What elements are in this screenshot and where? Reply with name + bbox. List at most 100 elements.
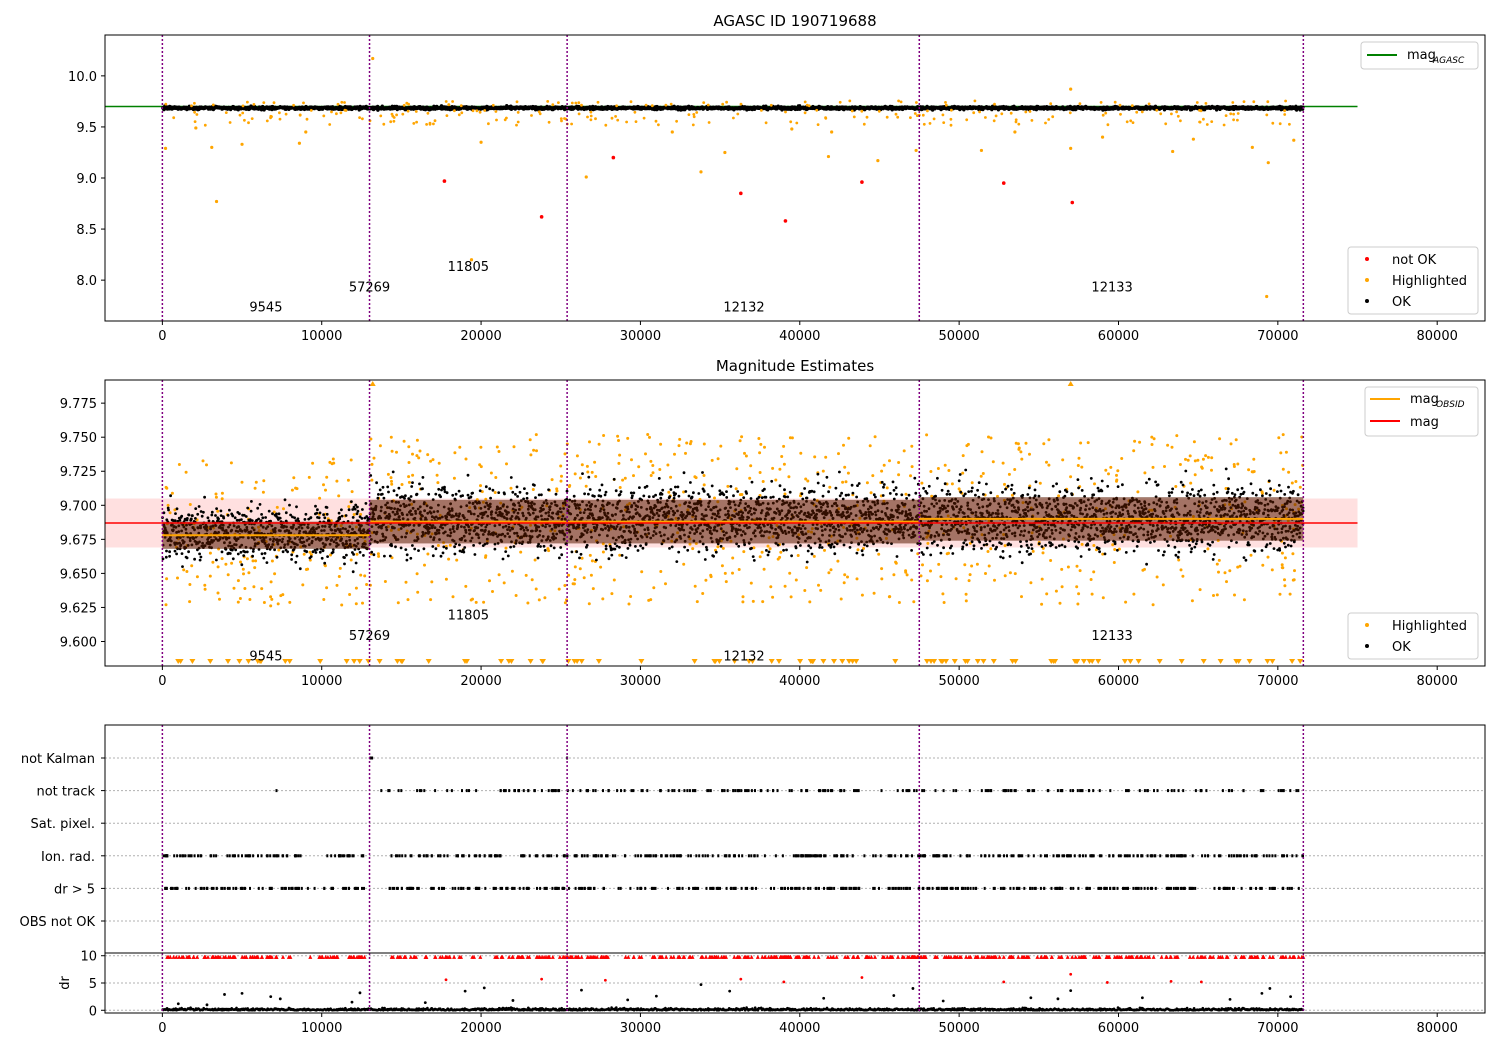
highlighted-point <box>847 436 851 440</box>
highlighted-point <box>563 601 567 605</box>
ok-point <box>354 503 358 507</box>
ok-point <box>235 518 239 522</box>
highlighted-point <box>709 573 713 577</box>
highlighted-point <box>1111 543 1115 547</box>
highlighted-point <box>226 573 230 577</box>
highlighted-point <box>902 449 906 453</box>
highlighted-point <box>1020 457 1024 461</box>
highlighted-point <box>395 113 398 117</box>
ok-point <box>167 508 170 512</box>
highlighted-point <box>1266 555 1270 559</box>
ok-point <box>288 503 291 507</box>
highlighted-point <box>642 116 646 120</box>
highlighted-point <box>176 576 179 580</box>
highlighted-point <box>913 112 917 115</box>
highlighted-point <box>1101 552 1105 556</box>
ok-point <box>295 505 298 509</box>
y-tick-label: 10.0 <box>68 70 97 85</box>
highlighted-point <box>1029 581 1033 585</box>
highlighted-point <box>1141 568 1145 572</box>
highlighted-point <box>1270 568 1274 572</box>
highlighted-point <box>164 485 168 489</box>
obsid-label: 9545 <box>249 301 282 316</box>
highlighted-point <box>910 578 914 582</box>
ok-point <box>168 554 172 558</box>
highlighted-point <box>646 433 650 436</box>
ok-point <box>351 516 355 519</box>
highlighted-point <box>1283 556 1287 560</box>
highlighted-point <box>530 114 533 117</box>
ok-point <box>394 545 397 549</box>
highlighted-point <box>578 476 582 480</box>
highlighted-point <box>1278 122 1282 126</box>
highlighted-point <box>519 550 523 554</box>
highlighted-point <box>436 481 440 485</box>
highlighted-point <box>560 119 563 123</box>
highlighted-point <box>343 108 347 112</box>
ok-point <box>174 512 177 515</box>
not-ok-point <box>739 191 743 196</box>
highlighted-point <box>1045 460 1048 464</box>
highlighted-point <box>534 433 538 437</box>
ok-point <box>295 554 299 558</box>
highlighted-point <box>947 469 951 472</box>
highlighted-outlier <box>469 258 474 262</box>
highlighted-point <box>723 571 727 575</box>
legend-swatch-dot <box>1365 299 1369 303</box>
highlighted-point <box>444 100 448 103</box>
highlighted-point <box>804 477 808 481</box>
highlighted-point <box>1278 592 1282 596</box>
highlighted-point <box>1028 110 1032 113</box>
highlighted-point <box>1113 548 1117 551</box>
highlighted-point <box>1291 578 1295 582</box>
ok-point <box>228 552 232 555</box>
highlighted-point <box>358 116 361 119</box>
highlighted-point <box>897 99 900 103</box>
highlighted-outlier <box>914 148 918 153</box>
ok-point <box>260 513 263 516</box>
highlighted-point <box>349 458 353 462</box>
ok-point <box>198 552 202 556</box>
highlighted-point <box>547 120 551 124</box>
highlighted-point <box>1242 100 1246 103</box>
highlighted-point <box>418 449 422 453</box>
highlighted-point <box>1049 559 1053 562</box>
highlighted-point <box>657 123 660 127</box>
highlighted-point <box>632 474 635 478</box>
highlighted-point <box>557 101 560 104</box>
highlighted-point <box>702 442 706 446</box>
highlighted-point <box>888 595 892 599</box>
highlighted-point <box>702 474 706 477</box>
highlighted-point <box>799 451 803 455</box>
highlighted-point <box>610 592 614 596</box>
highlighted-point <box>909 474 912 478</box>
highlighted-point <box>546 547 550 551</box>
highlighted-point <box>1229 112 1233 116</box>
highlighted-point <box>1224 114 1228 117</box>
highlighted-point <box>1040 602 1044 606</box>
highlighted-point <box>329 519 333 523</box>
highlighted-point <box>678 437 682 441</box>
highlighted-point <box>241 567 245 571</box>
highlighted-point <box>877 552 881 556</box>
highlighted-point <box>1290 481 1294 485</box>
highlighted-point <box>843 465 847 469</box>
highlighted-point <box>1232 112 1235 116</box>
ok-point <box>239 550 243 554</box>
highlighted-point <box>193 120 197 123</box>
highlighted-point <box>957 487 961 491</box>
ok-point <box>233 516 237 520</box>
highlighted-point <box>585 464 589 468</box>
highlighted-point <box>618 486 622 489</box>
highlighted-point <box>862 547 865 550</box>
ok-point <box>418 482 421 486</box>
highlighted-point <box>588 553 592 557</box>
highlighted-point <box>352 513 356 516</box>
highlighted-point <box>789 595 793 599</box>
y-tick-label: 9.0 <box>76 172 97 187</box>
highlighted-point <box>479 465 483 469</box>
highlighted-point <box>282 507 285 511</box>
ok-point <box>440 488 443 492</box>
highlighted-point <box>489 471 493 475</box>
highlighted-point <box>707 121 711 124</box>
